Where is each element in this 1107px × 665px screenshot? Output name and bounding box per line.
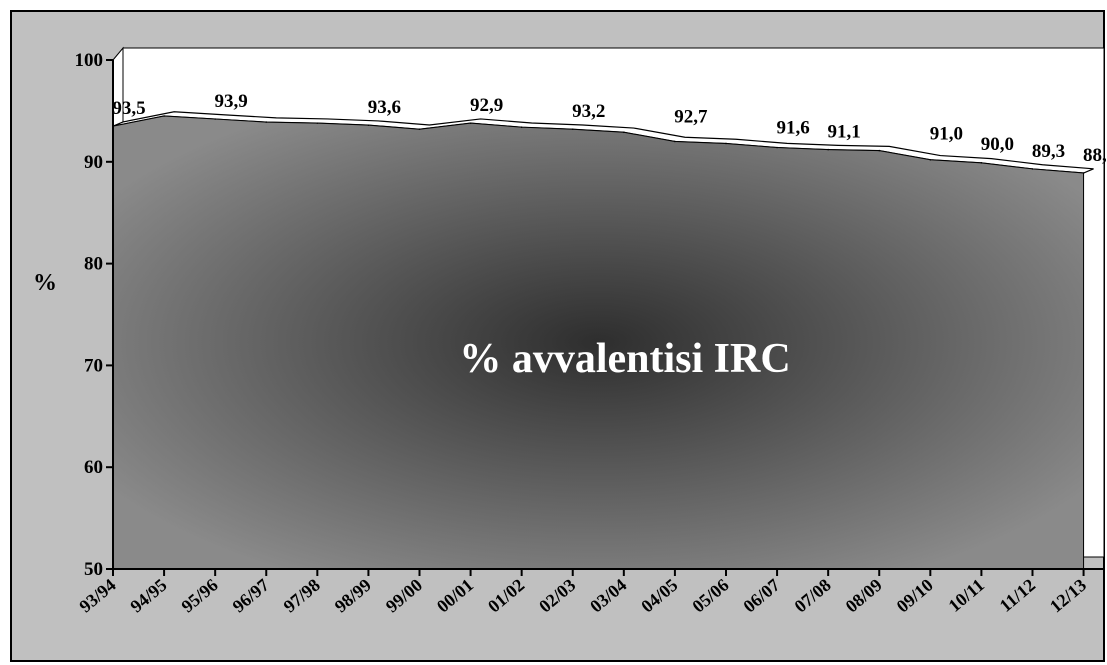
y-tick-label-70: 70 [84,355,103,376]
data-point-05/06 [725,142,727,145]
x-tick-label-94/95: 94/95 [126,575,170,617]
data-point-97/98 [316,122,319,124]
x-tick-label-98/99: 98/99 [331,575,375,617]
data-label-06/07: 91,6 [776,118,809,139]
x-tick-label-96/97: 96/97 [229,575,273,617]
data-point-98/99 [367,124,370,126]
data-point-00/01 [469,122,472,124]
data-label-98/99: 93,6 [368,97,401,118]
x-tick-label-00/01: 00/01 [433,575,477,617]
x-tick-label-11/12: 11/12 [996,575,1040,616]
y-tick-label-60: 60 [84,457,103,478]
y-tick-label-80: 80 [84,254,103,275]
y-tick-label-50: 50 [84,559,103,580]
x-tick-label-01/02: 01/02 [484,575,528,617]
data-label-07/08: 91,1 [828,122,861,143]
data-point-10/11 [980,162,983,164]
y-tick-label-90: 90 [84,152,103,173]
x-tick-label-95/96: 95/96 [177,575,221,617]
data-point-09/10 [929,158,932,161]
data-point-12/13 [1082,172,1085,174]
data-point-94/95 [163,115,165,117]
x-tick-label-10/11: 10/11 [944,575,988,616]
data-point-04/05 [674,140,676,143]
series-name-label: % avvalentisi IRC [459,336,790,382]
x-tick-label-05/06: 05/06 [688,575,732,617]
data-point-99/00 [418,128,421,131]
data-point-96/97 [265,121,268,123]
x-tick-label-99/00: 99/00 [382,575,426,617]
data-label-02/03: 93,2 [572,101,605,122]
x-tick-label-03/04: 03/04 [586,575,630,617]
x-tick-label-93/94: 93/94 [75,575,119,617]
data-label-10/11: 90,0 [981,134,1014,155]
data-point-02/03 [571,128,574,131]
x-tick-label-07/08: 07/08 [790,575,834,617]
data-label-09/10: 91,0 [930,124,963,145]
data-label-93/94: 93,5 [112,98,145,119]
data-label-04/05: 92,7 [674,106,708,127]
x-tick-label-97/98: 97/98 [280,575,324,617]
data-label-00/01: 92,9 [470,95,503,116]
data-point-07/08 [827,148,829,151]
data-point-95/96 [214,118,216,120]
x-tick-label-04/05: 04/05 [637,575,681,617]
x-tick-label-09/10: 09/10 [893,575,937,617]
x-tick-label-08/09: 08/09 [842,575,886,617]
x-tick-label-02/03: 02/03 [535,575,579,617]
x-tick-label-12/13: 12/13 [1046,575,1090,617]
data-label-11/12: 89,3 [1032,141,1065,162]
data-point-03/04 [623,131,625,134]
data-point-06/07 [776,146,778,149]
data-point-01/02 [520,126,523,128]
y-axis-title: % [33,270,57,296]
data-point-08/09 [878,149,881,152]
x-tick-label-06/07: 06/07 [739,575,783,617]
data-point-11/12 [1031,168,1034,170]
data-label-95/96: 93,9 [215,91,248,112]
data-label-12/13: 88,9 [1083,145,1107,166]
y-tick-label-100: 100 [75,50,104,71]
